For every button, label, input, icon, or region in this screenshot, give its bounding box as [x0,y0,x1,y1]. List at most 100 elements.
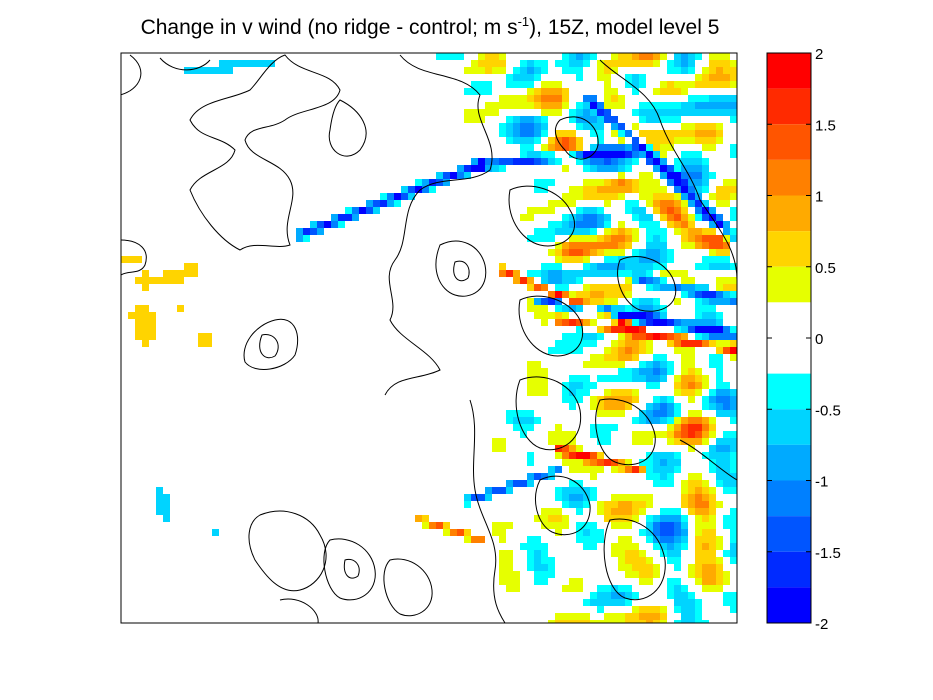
heatmap-cell [436,522,443,529]
heatmap-cell [695,228,702,235]
heatmap-cell [219,67,226,74]
heatmap-cell [457,172,464,179]
heatmap-cell [541,305,548,312]
heatmap-cell [702,179,709,186]
heatmap-cell [534,550,541,557]
heatmap-cell [604,102,611,109]
contour-line [323,538,376,601]
heatmap-cell [163,508,170,515]
heatmap-cell [548,270,555,277]
heatmap-cell [674,116,681,123]
heatmap-cell [667,165,674,172]
heatmap-cell [709,207,716,214]
heatmap-cell [667,221,674,228]
heatmap-cell [660,319,667,326]
heatmap-cell [506,158,513,165]
heatmap-cell [506,585,513,592]
heatmap-cell [541,179,548,186]
heatmap-cell [534,305,541,312]
heatmap-cell [709,312,716,319]
heatmap-cell [702,123,709,130]
heatmap-cell [723,242,730,249]
heatmap-cell [485,60,492,67]
heatmap-cell [569,67,576,74]
heatmap-cell [625,508,632,515]
contour-line [279,598,319,623]
heatmap-cell [590,466,597,473]
heatmap-cell [681,123,688,130]
heatmap-cell [667,417,674,424]
heatmap-cell [520,130,527,137]
heatmap-cell [464,116,471,123]
heatmap-cell [639,459,646,466]
heatmap-cell [527,144,534,151]
heatmap-cell [632,312,639,319]
heatmap-cell [681,172,688,179]
heatmap-cell [618,284,625,291]
heatmap-cell [688,375,695,382]
heatmap-cell [632,543,639,550]
heatmap-cell [625,186,632,193]
heatmap-cell [688,389,695,396]
heatmap-cell [541,382,548,389]
colorbar-segment-13 [767,551,811,588]
heatmap-cell [492,522,499,529]
heatmap-cell [674,410,681,417]
heatmap-cell [625,571,632,578]
heatmap-cell [695,312,702,319]
heatmap-cell [562,256,569,263]
heatmap-cell [499,438,506,445]
heatmap-cell [646,130,653,137]
heatmap-cell [625,459,632,466]
heatmap-cell [716,333,723,340]
heatmap-cell [611,298,618,305]
heatmap-cell [142,333,149,340]
heatmap-cell [597,67,604,74]
heatmap-cell [569,585,576,592]
heatmap-cell [415,186,422,193]
heatmap-cell [702,438,709,445]
heatmap-cell [618,263,625,270]
heatmap-cell [646,375,653,382]
heatmap-cell [583,193,590,200]
heatmap-cell [688,228,695,235]
heatmap-cell [555,270,562,277]
heatmap-cell [702,74,709,81]
heatmap-cell [618,144,625,151]
heatmap-cell [555,291,562,298]
heatmap-cell [709,417,716,424]
heatmap-cell [590,382,597,389]
heatmap-cell [562,452,569,459]
heatmap-cell [625,536,632,543]
heatmap-cell [359,207,366,214]
heatmap-cell [681,242,688,249]
heatmap-cell [576,53,583,60]
heatmap-cell [499,550,506,557]
heatmap-cell [709,221,716,228]
heatmap-cell [625,242,632,249]
heatmap-cell [688,508,695,515]
heatmap-cell [163,515,170,522]
heatmap-cell [583,494,590,501]
heatmap-cell [653,529,660,536]
heatmap-cell [639,207,646,214]
heatmap-cell [688,473,695,480]
heatmap-cell [625,130,632,137]
heatmap-cell [709,403,716,410]
heatmap-cell [485,88,492,95]
heatmap-cell [611,522,618,529]
heatmap-cell [695,186,702,193]
heatmap-cell [632,438,639,445]
heatmap-cell [513,158,520,165]
heatmap-cell [534,186,541,193]
heatmap-cell [597,179,604,186]
heatmap-cell [177,305,184,312]
heatmap-cell [597,214,604,221]
heatmap-cell [632,263,639,270]
heatmap-cell [653,165,660,172]
heatmap-cell [618,550,625,557]
heatmap-cell [674,137,681,144]
heatmap-cell [401,193,408,200]
heatmap-cell [597,60,604,67]
heatmap-cell [660,466,667,473]
